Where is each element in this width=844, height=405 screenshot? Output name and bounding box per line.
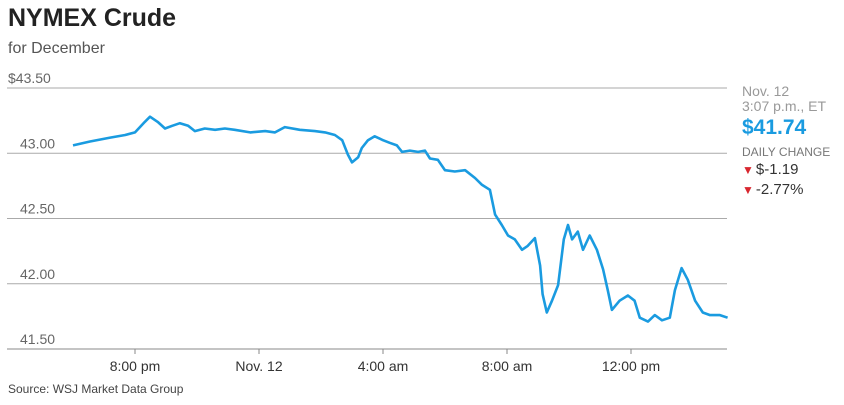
quote-date: Nov. 12 xyxy=(742,83,790,99)
chart-title: NYMEX Crude xyxy=(8,4,177,32)
y-tick-label: 42.00 xyxy=(20,266,55,282)
change-pct-value: -2.77% xyxy=(755,181,804,198)
x-tick-label: 12:00 pm xyxy=(602,358,660,374)
quote-price: $41.74 xyxy=(742,116,807,139)
y-tick-label: 43.00 xyxy=(20,135,55,151)
x-tick-label: 4:00 am xyxy=(358,358,409,374)
price-line xyxy=(72,115,729,323)
y-tick-label: 41.50 xyxy=(20,331,55,347)
down-triangle-icon: ▼ xyxy=(742,183,754,197)
down-triangle-icon: ▼ xyxy=(742,163,754,177)
y-tick-label: 42.50 xyxy=(20,201,55,217)
daily-change-label: DAILY CHANGE xyxy=(742,145,831,159)
source-note: Source: WSJ Market Data Group xyxy=(8,382,184,396)
change-percent: ▼ -2.77% xyxy=(742,180,830,200)
quote-time: 3:07 p.m., ET xyxy=(742,98,827,114)
x-tick-label: Nov. 12 xyxy=(235,358,282,374)
x-tick-label: 8:00 pm xyxy=(110,358,161,374)
y-tick-label: $43.50 xyxy=(8,70,51,86)
x-tick-label: 8:00 am xyxy=(482,358,533,374)
change-amount: ▼ $-1.19 xyxy=(742,160,830,180)
chart-subtitle: for December xyxy=(8,40,105,57)
quote-panel: Nov. 12 3:07 p.m., ET $41.74 DAILY CHANG… xyxy=(742,84,830,200)
change-value: $-1.19 xyxy=(755,161,799,178)
